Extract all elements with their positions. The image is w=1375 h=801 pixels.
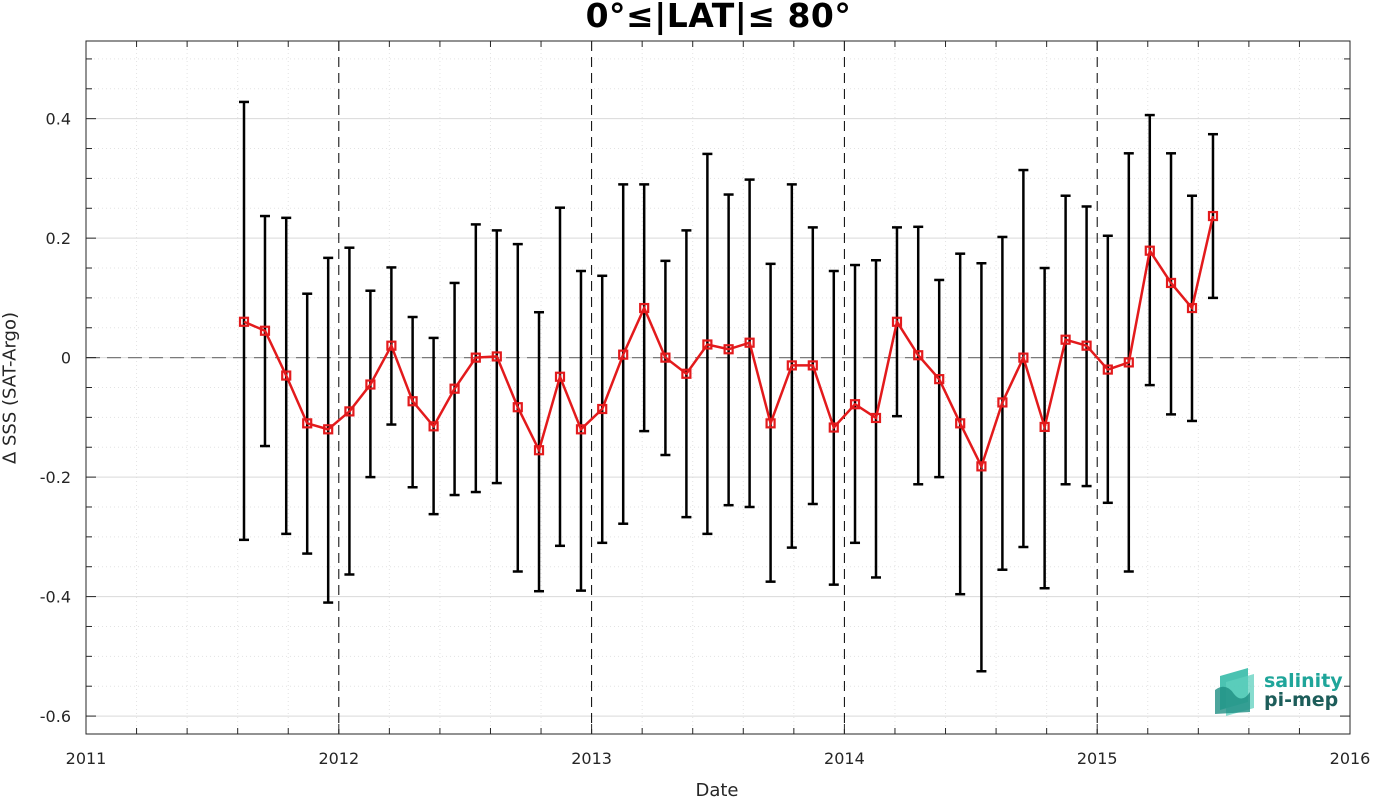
data-point-marker [597,403,608,415]
data-point-marker [1123,357,1134,368]
data-point-marker [1102,364,1113,375]
data-point-marker [470,352,481,363]
data-point-marker [618,349,629,360]
x-tick-label: 2016 [1330,749,1371,768]
x-tick-label: 2012 [318,749,359,768]
y-tick-label: 0 [61,349,71,368]
y-tick-label: -0.6 [40,707,71,726]
data-point-marker [807,360,818,371]
x-tick-label: 2011 [66,749,107,768]
data-point-marker [533,445,545,456]
data-point-marker [1186,302,1198,314]
data-point-marker [976,461,987,472]
data-point-marker [723,344,734,355]
data-point-marker [997,397,1008,408]
data-point-marker [1207,210,1219,222]
data-point-marker [681,368,692,379]
logo-text-pi-mep: pi-mep [1264,689,1339,711]
data-point-marker [786,360,797,371]
data-point-marker [238,316,250,327]
axes-layer: -0.6 -0.4 -0.2 0 0.2 0.4 2011 2012 2013 2014 2015 2… [40,40,1371,768]
data-point-marker [849,399,861,410]
data-point-marker [302,418,313,429]
data-point-marker [554,371,566,382]
data-point-marker [323,424,334,435]
data-layer [238,100,1219,673]
data-point-marker [386,340,397,351]
x-tick-label: 2013 [571,749,612,768]
data-point-marker [660,352,671,363]
data-point-marker [891,316,903,327]
y-tick-label: -0.2 [40,468,71,487]
salinity-pi-mep-logo: salinity pi-mep [1212,668,1343,718]
logo-text-salinity: salinity [1264,670,1343,692]
data-point-marker [955,418,966,429]
data-point-marker [491,351,502,362]
data-point-marker [870,412,882,424]
data-point-marker [1060,334,1071,345]
data-point-marker [575,424,587,435]
data-point-marker [259,325,271,336]
y-tick-label: -0.4 [40,588,71,607]
x-tick-label: 2015 [1077,749,1118,768]
chart-title: 0°≤|LAT|≤ 80° [585,0,852,35]
data-point-marker [744,337,755,348]
data-point-marker [1039,421,1050,433]
data-point-marker [639,302,650,314]
data-point-marker [702,339,713,350]
series-line [243,215,1215,470]
y-tick-label: 0.2 [46,229,71,248]
logo-icon [1215,668,1254,716]
data-point-marker [407,396,418,407]
data-point-marker [1165,277,1177,289]
data-point-marker [449,383,460,394]
data-point-marker [765,418,776,429]
data-point-marker [934,374,945,385]
x-axis-label: Date [695,780,739,801]
data-point-marker [512,402,523,413]
data-point-marker [344,406,355,417]
plot-frame [85,40,1351,735]
data-point-marker [365,379,376,390]
data-point-marker [1081,340,1092,351]
y-tick-label: 0.4 [46,110,71,129]
grid-layer [86,41,1350,734]
data-point-marker [281,370,292,381]
x-tick-label: 2014 [824,749,865,768]
y-axis-label: Δ SSS (SAT-Argo) [0,311,21,465]
data-point-marker [828,422,839,433]
data-point-marker [1018,352,1029,363]
data-point-marker [913,350,924,361]
data-point-marker [1144,245,1155,256]
data-point-marker [428,421,439,432]
